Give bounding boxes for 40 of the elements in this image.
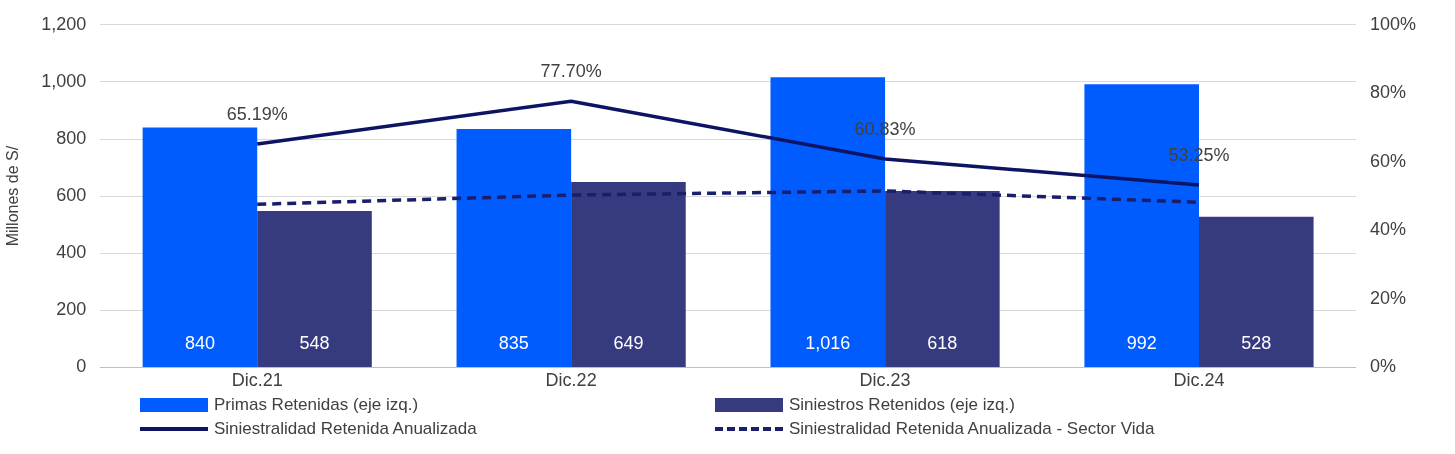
y-tick-label: 0: [76, 356, 87, 377]
y2-tick-label: 0%: [1369, 356, 1396, 377]
data-label: 528: [1241, 333, 1272, 354]
data-label: 548: [299, 333, 330, 354]
bar: [1199, 216, 1314, 367]
y-tick-label: 400: [56, 242, 87, 263]
y2-tick-label: 80%: [1369, 82, 1406, 103]
y-tick-label: 200: [56, 299, 87, 320]
y2-tick-label: 100%: [1369, 13, 1417, 34]
bar: [456, 129, 572, 367]
legend-label: Primas Retenidas (eje izq.): [214, 395, 419, 415]
y2-tick-label: 20%: [1369, 287, 1406, 308]
y-tick-label: 1,200: [41, 13, 87, 34]
legend-label: Siniestros Retenidos (eje izq.): [789, 395, 1015, 415]
y2-tick-label: 40%: [1369, 219, 1406, 240]
y2-tick-label: 60%: [1369, 150, 1406, 171]
data-label: 60.83%: [854, 118, 916, 139]
x-tick-label: Dic.21: [231, 370, 283, 391]
data-label: 992: [1126, 333, 1157, 354]
y-tick-label: 600: [56, 185, 87, 206]
data-label: 77.70%: [540, 61, 602, 82]
y-tick-label: 800: [56, 127, 87, 148]
data-label: 618: [927, 333, 958, 354]
x-tick-label: Dic.22: [545, 370, 597, 391]
data-label: 65.19%: [226, 104, 288, 125]
y-axis-title: Millones de S/: [4, 145, 22, 247]
bar: [257, 210, 372, 367]
legend-label: Siniestralidad Retenida Anualizada: [214, 419, 477, 439]
bar: [142, 127, 258, 367]
x-tick-label: Dic.24: [1173, 370, 1225, 391]
data-label: 840: [184, 333, 215, 354]
data-label: 649: [613, 333, 644, 354]
legend-label: Siniestralidad Retenida Anualizada - Sector Vida: [789, 419, 1155, 439]
data-label: 835: [498, 333, 529, 354]
y-tick-label: 1,000: [41, 70, 87, 91]
bar: [885, 190, 1000, 367]
data-label: 1,016: [805, 333, 851, 354]
data-label: 53.25%: [1168, 144, 1230, 165]
x-tick-label: Dic.23: [859, 370, 911, 391]
bar: [571, 182, 686, 367]
